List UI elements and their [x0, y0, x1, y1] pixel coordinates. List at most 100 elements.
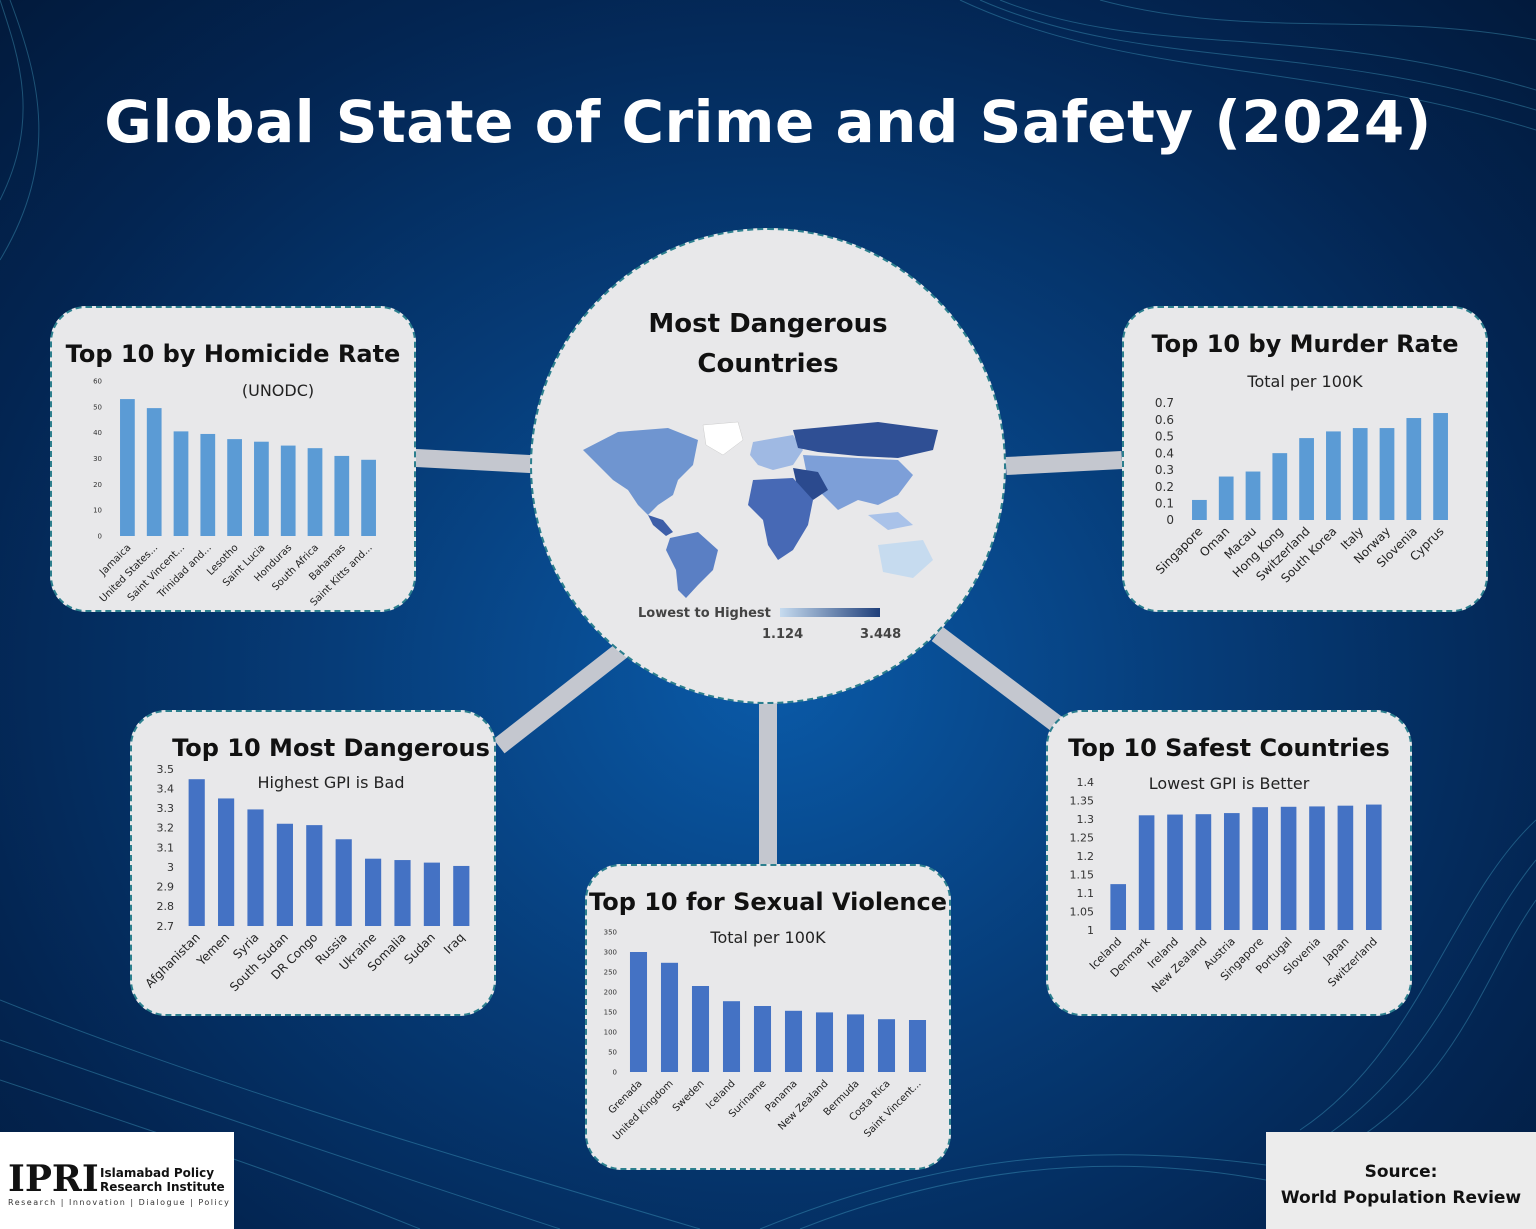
sexual-bar-4 [753, 1006, 772, 1072]
safest-bar-3 [1195, 814, 1212, 930]
safest-bar-4 [1223, 813, 1240, 930]
homicide-bar-4 [227, 439, 242, 536]
homicide-bar-5 [254, 441, 269, 536]
murder-bar-8 [1406, 418, 1422, 520]
dangerous-chart: 2.7 2.8 2.9 3 3.1 3.2 3.3 3.4 3.5 AfghanistanYeme… [142, 763, 470, 994]
map-africa [748, 478, 813, 560]
source-line2: World Population Review [1280, 1188, 1522, 1208]
map-south-america [666, 532, 718, 598]
dangerous-xlabel-9: Iraq [441, 930, 467, 956]
dangerous-bar-3 [276, 823, 293, 926]
murder-ytick-0: 0 [1166, 513, 1174, 527]
legend-gradient-bar [780, 608, 880, 617]
homicide-bar-8 [334, 455, 350, 536]
sexual-ytick-1: 50 [608, 1048, 617, 1056]
murder-bar-9 [1433, 413, 1448, 520]
safest-ytick-4: 1.2 [1077, 850, 1095, 863]
safest-ytick-3: 1.15 [1070, 868, 1095, 881]
safest-bar-7 [1309, 806, 1325, 930]
murder-ytick-1: 0.1 [1155, 496, 1174, 510]
sexual-title: Top 10 for Sexual Violence [589, 888, 947, 916]
homicide-bar-1 [146, 408, 162, 536]
safest-ytick-2: 1.1 [1077, 887, 1095, 900]
sexual-ytick-4: 200 [604, 988, 617, 996]
center-circle: Most Dangerous Countries Lowest to Highe… [530, 228, 1006, 704]
sexual-panel: Top 10 for Sexual Violence Total per 100… [585, 864, 951, 1170]
murder-bar-1 [1218, 476, 1234, 520]
homicide-bar-2 [173, 431, 189, 536]
safest-ytick-0: 1 [1087, 924, 1094, 937]
homicide-title: Top 10 by Homicide Rate [65, 340, 401, 368]
source-line1: Source: [1364, 1162, 1438, 1182]
dangerous-ytick-3: 3 [167, 861, 174, 874]
center-title-line2: Countries [697, 349, 839, 379]
murder-bar-6 [1352, 428, 1368, 520]
sexual-bar-3 [722, 1001, 741, 1072]
logo-line2: Research Institute [100, 1180, 225, 1194]
homicide-bar-9 [361, 459, 376, 536]
world-map [583, 421, 938, 598]
logo-line1: Islamabad Policy [100, 1166, 215, 1180]
safest-ytick-5: 1.25 [1070, 831, 1095, 844]
dangerous-bar-6 [365, 858, 382, 926]
dangerous-ytick-1: 2.8 [157, 900, 175, 913]
homicide-subtitle: (UNODC) [241, 381, 315, 400]
murder-bar-4 [1299, 438, 1314, 520]
map-russia [793, 422, 938, 458]
safest-bar-1 [1138, 815, 1155, 930]
murder-bar-2 [1245, 471, 1261, 520]
homicide-panel: Top 10 by Homicide Rate (UNODC) 0 10 20 30 4… [50, 306, 416, 612]
safest-bar-6 [1280, 806, 1297, 930]
sexual-bar-5 [784, 1010, 803, 1072]
ipri-logo: IPRI Islamabad Policy Research Institute… [0, 1132, 234, 1229]
safest-bar-0 [1110, 884, 1127, 930]
dangerous-ytick-6: 3.3 [157, 802, 175, 815]
safest-bar-9 [1365, 804, 1382, 930]
sexual-ytick-7: 350 [604, 928, 617, 936]
dangerous-ytick-7: 3.4 [157, 782, 175, 795]
sexual-ytick-2: 100 [604, 1028, 617, 1036]
dangerous-xlabel-0: Afghanistan [142, 930, 202, 990]
dangerous-ytick-0: 2.7 [157, 920, 175, 933]
dangerous-panel: Top 10 Most Dangerous Highest GPI is Bad… [130, 710, 496, 1016]
safest-ytick-1: 1.05 [1070, 905, 1095, 918]
safest-panel: Top 10 Safest Countries Lowest GPI is Be… [1046, 710, 1412, 1016]
center-title-line1: Most Dangerous [648, 309, 888, 339]
map-north-america [583, 428, 698, 515]
source-box: Source: World Population Review [1266, 1132, 1536, 1229]
homicide-bar-3 [200, 433, 216, 536]
homicide-ytick-3: 30 [93, 455, 102, 463]
sexual-ytick-5: 250 [604, 968, 617, 976]
page-title: Global State of Crime and Safety (2024) [104, 88, 1432, 156]
safest-chart: 11.051.11.151.21.251.31.351.4IcelandDenm… [1070, 776, 1382, 995]
murder-ytick-7: 0.7 [1155, 396, 1174, 410]
dangerous-bar-5 [335, 839, 352, 926]
murder-ytick-5: 0.5 [1155, 430, 1174, 444]
dangerous-bar-8 [423, 862, 440, 926]
map-southeast-asia [868, 512, 913, 530]
dangerous-bar-1 [218, 798, 235, 926]
map-asia [803, 455, 913, 510]
homicide-ytick-5: 50 [93, 403, 102, 411]
logo-letters: IPRI [8, 1158, 99, 1200]
murder-chart: 00.10.20.30.40.50.60.7SingaporeOmanMacau… [1153, 396, 1448, 586]
homicide-bar-7 [307, 448, 323, 536]
map-europe [750, 435, 803, 470]
dangerous-bar-0 [188, 779, 205, 926]
legend-max: 3.448 [860, 627, 902, 642]
dangerous-title: Top 10 Most Dangerous [172, 734, 490, 762]
dangerous-bar-4 [306, 825, 323, 926]
dangerous-ytick-2: 2.9 [157, 881, 175, 894]
sexual-ytick-3: 150 [604, 1008, 617, 1016]
safest-subtitle: Lowest GPI is Better [1148, 774, 1310, 793]
sexual-bar-0 [629, 952, 648, 1072]
safest-bar-8 [1337, 805, 1354, 930]
safest-bar-2 [1167, 814, 1183, 930]
safest-title: Top 10 Safest Countries [1068, 734, 1390, 762]
murder-panel: Top 10 by Murder Rate Total per 100K 0 0.… [1122, 306, 1488, 612]
murder-bar-3 [1272, 453, 1288, 520]
logo-tagline: Research | Innovation | Dialogue | Polic… [8, 1198, 231, 1207]
sexual-subtitle: Total per 100K [710, 928, 826, 947]
murder-bar-7 [1379, 428, 1395, 520]
